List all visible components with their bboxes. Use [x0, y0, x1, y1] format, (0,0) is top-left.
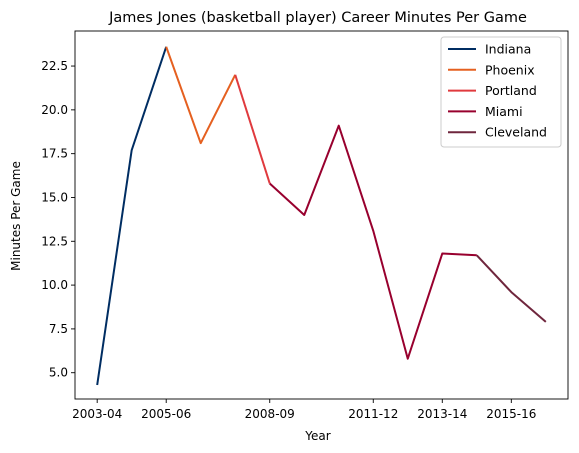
x-tick-label: 2015-16 — [486, 407, 536, 421]
x-tick-label: 2011-12 — [348, 407, 398, 421]
series-line-miami — [269, 124, 477, 360]
x-tick-label: 2005-06 — [141, 407, 191, 421]
legend-label: Portland — [485, 83, 537, 98]
y-axis: 5.0 7.5 10.0 12.5 15.0 17.5 20.0 22.5 — [41, 59, 75, 380]
y-tick-label: 22.5 — [41, 59, 68, 73]
series-lines — [96, 46, 547, 386]
x-tick-label: 2013-14 — [417, 407, 467, 421]
y-tick-label: 5.0 — [49, 366, 68, 380]
y-tick-label: 17.5 — [41, 147, 68, 161]
y-tick-label: 20.0 — [41, 103, 68, 117]
legend-label: Indiana — [485, 42, 531, 57]
y-tick-label: 7.5 — [49, 322, 68, 336]
plot-frame — [74, 30, 569, 400]
chart-title: James Jones (basketball player) Career M… — [108, 10, 527, 26]
legend: Indiana Phoenix Portland Miami Cleveland — [440, 36, 562, 148]
y-tick-label: 10.0 — [41, 278, 68, 292]
x-axis: 2003-04 2005-06 2008-09 2011-12 2013-14 2015-… — [72, 399, 536, 421]
legend-label: Cleveland — [485, 125, 547, 140]
x-tick-label: 2003-04 — [72, 407, 122, 421]
y-tick-label: 15.0 — [41, 190, 68, 204]
legend-box — [440, 36, 562, 148]
legend-label: Phoenix — [485, 62, 535, 77]
plot-area — [74, 30, 569, 400]
series-line-portland — [234, 74, 271, 184]
series-line-indiana — [96, 46, 168, 386]
series-line-phoenix — [165, 46, 237, 145]
legend-label: Miami — [485, 104, 523, 119]
series-line-cleveland — [476, 254, 547, 323]
y-axis-label: Minutes Per Game — [9, 161, 23, 271]
x-axis-label: Year — [304, 429, 330, 443]
x-tick-label: 2008-09 — [245, 407, 295, 421]
y-tick-label: 12.5 — [41, 234, 68, 248]
